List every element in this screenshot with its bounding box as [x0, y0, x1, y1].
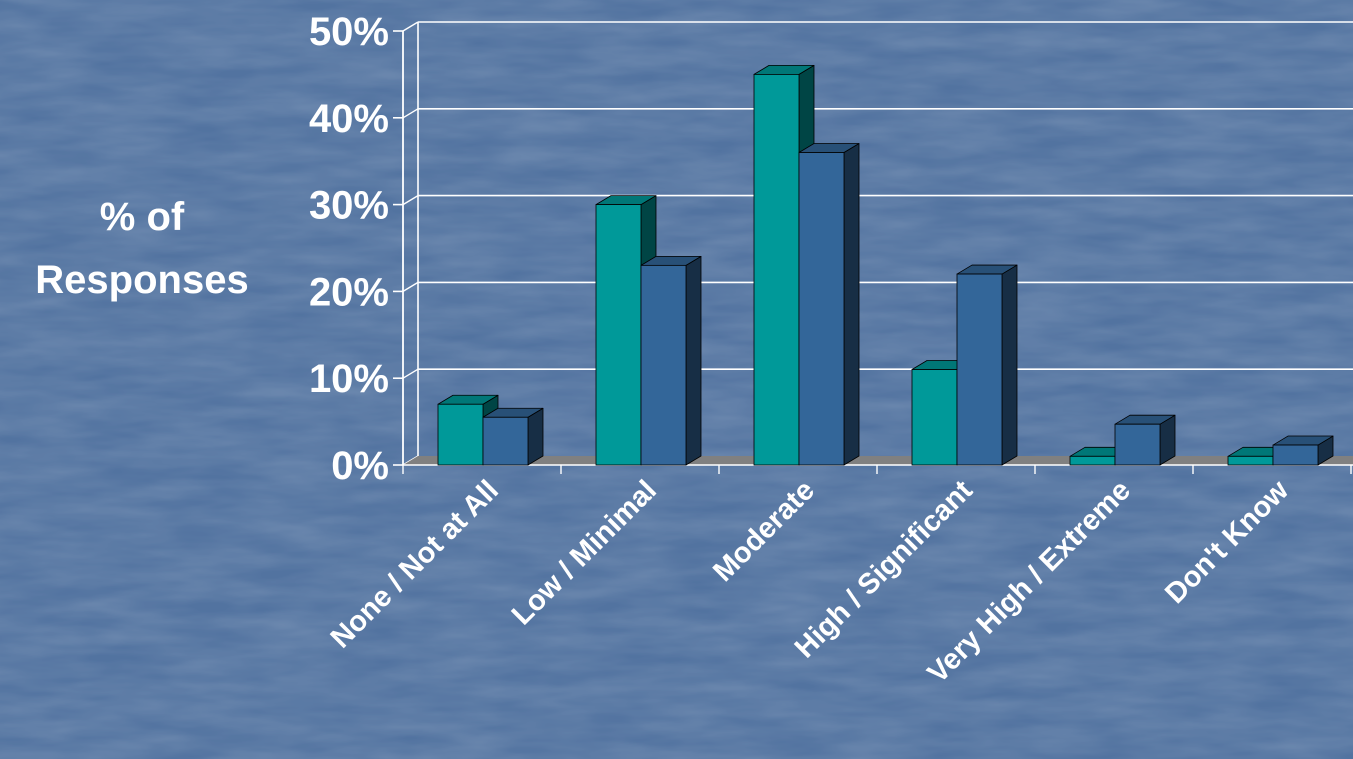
bar-side	[527, 407, 544, 466]
bar-front	[1227, 455, 1274, 466]
side-gridline	[402, 281, 419, 293]
bar-front	[437, 403, 484, 466]
side-gridline	[402, 108, 419, 119]
bar-front	[595, 204, 642, 466]
y-tick-label: 50%	[309, 10, 389, 54]
bar	[1114, 414, 1176, 466]
bar	[1272, 435, 1334, 466]
bar-front	[753, 74, 800, 466]
bar-front	[1272, 444, 1319, 466]
y-tick-label: 0%	[331, 444, 389, 488]
chart-floor	[403, 456, 1353, 465]
y-tick-label: 40%	[309, 97, 389, 141]
side-gridline	[402, 194, 419, 206]
y-axis-label-line-2: Responses	[35, 258, 248, 302]
y-tick-label: 10%	[309, 357, 389, 401]
y-tick-label: 30%	[309, 184, 389, 228]
bar	[956, 264, 1018, 466]
bar-front	[1069, 455, 1116, 466]
y-tick-labels: 0% 10% 20% 30% 40% 50%	[309, 10, 389, 488]
y-axis-label: % of Responses	[35, 195, 248, 302]
y-axis-label-line-1: % of	[100, 195, 185, 239]
bar	[482, 407, 544, 466]
bars	[437, 65, 1334, 466]
bar	[798, 143, 860, 466]
gridlines	[402, 21, 1353, 466]
side-gridline	[402, 21, 419, 32]
bar-side	[1001, 264, 1018, 466]
bar-side	[843, 143, 860, 466]
bar-front	[956, 273, 1003, 466]
side-gridline	[402, 368, 419, 379]
bar	[640, 255, 702, 466]
bar-front	[640, 264, 687, 466]
bar-front	[911, 369, 958, 466]
bar-front	[798, 152, 845, 466]
bar-front	[482, 416, 529, 466]
bar-front	[1114, 423, 1161, 466]
bar-side	[685, 255, 702, 466]
y-tick-label: 20%	[309, 270, 389, 314]
